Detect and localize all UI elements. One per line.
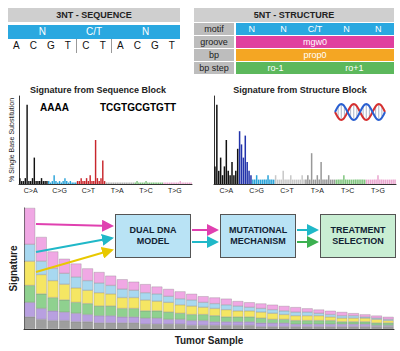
svg-text:A: A	[62, 102, 69, 113]
html-text:N: N	[280, 24, 287, 34]
svg-text:C>A: C>A	[24, 187, 38, 194]
html-text:N: N	[374, 24, 382, 34]
svg-text:T>G: T>G	[168, 187, 182, 194]
html-text:motif: motif	[204, 24, 224, 34]
svg-text:A: A	[40, 102, 47, 113]
svg-text:C>G: C>G	[249, 187, 264, 194]
html-text:mgw0: mgw0	[303, 37, 327, 47]
html-text:T: T	[99, 40, 106, 51]
html-text:DUAL DNA MODEL: DUAL DNA MODEL	[129, 225, 177, 246]
html-text:A: A	[13, 40, 20, 51]
html-text:5NT - STRUCTURE: 5NT - STRUCTURE	[253, 10, 335, 20]
svg-text:T>A: T>A	[111, 187, 124, 194]
html-text:N: N	[248, 24, 255, 34]
html-text:bp: bp	[209, 50, 219, 60]
svg-text:T>A: T>A	[311, 187, 324, 194]
html-text:bp step: bp step	[199, 63, 229, 73]
svg-text:% Single Base Substitution: % Single Base Substitution	[8, 98, 16, 182]
svg-text:T>C: T>C	[139, 187, 152, 194]
html-text:C: C	[133, 40, 141, 51]
html-text:prop0: prop0	[303, 50, 327, 60]
svg-text:A: A	[54, 102, 61, 113]
html-text:TREATMENT SELECTION: TREATMENT SELECTION	[330, 225, 386, 246]
html-text:C: C	[82, 40, 90, 51]
svg-text:C>G: C>G	[52, 187, 67, 194]
html-text:ro-1: ro-1	[267, 63, 284, 73]
svg-text:A: A	[47, 102, 54, 113]
svg-text:C>T: C>T	[280, 187, 294, 194]
svg-text:T>C: T>C	[341, 187, 354, 194]
html-text:C/T: C/T	[85, 26, 102, 37]
html-text:N: N	[343, 24, 350, 34]
html-text:A: A	[117, 40, 124, 51]
html-text:MUTATIONAL MECHANISM: MUTATIONAL MECHANISM	[229, 225, 288, 246]
html-text:N: N	[38, 26, 46, 37]
html-text:ro+1: ro+1	[345, 63, 364, 73]
html-text:C: C	[29, 40, 37, 51]
svg-text:C: C	[135, 102, 142, 113]
html-text:3NT - SEQUENCE: 3NT - SEQUENCE	[56, 10, 132, 20]
html-text:G T G T: G T G T	[142, 101, 170, 113]
html-text:G: G	[47, 40, 55, 51]
svg-text:Signature from Sequence Block: Signature from Sequence Block	[30, 85, 167, 95]
svg-text:Signature from Structure Block: Signature from Structure Block	[233, 85, 368, 95]
html-text:T: T	[64, 40, 71, 51]
html-text:G T G: G T G	[113, 101, 135, 113]
svg-text:Tumor Sample: Tumor Sample	[175, 335, 244, 346]
svg-text:C>A: C>A	[219, 187, 233, 194]
svg-text:T>G: T>G	[371, 187, 385, 194]
html-text:T: T	[168, 40, 175, 51]
svg-text:Signature: Signature	[8, 245, 19, 292]
html-text:N: N	[142, 26, 150, 37]
svg-text:C>T: C>T	[82, 187, 96, 194]
html-text:groove: groove	[200, 37, 228, 47]
html-text:C/T: C/T	[307, 24, 323, 34]
svg-text:T: T	[170, 102, 176, 113]
html-text:G: G	[151, 40, 159, 51]
svg-text:T: T	[100, 101, 107, 113]
svg-text:C: C	[106, 102, 113, 113]
